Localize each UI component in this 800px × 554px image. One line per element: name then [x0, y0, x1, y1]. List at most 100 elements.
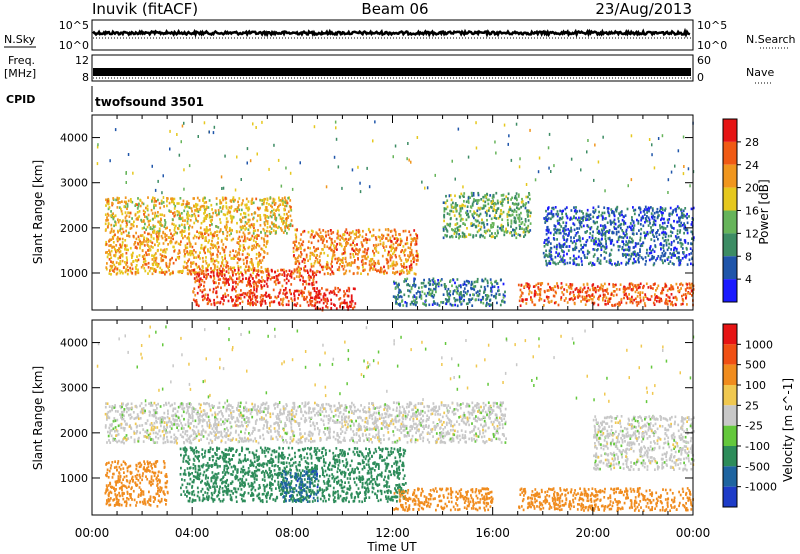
data-cell: [338, 298, 341, 301]
data-cell: [685, 254, 688, 257]
data-cell: [309, 275, 312, 279]
data-cell: [449, 209, 451, 213]
data-cell: [502, 194, 504, 197]
data-cell: [450, 303, 453, 307]
data-cell: [491, 285, 494, 289]
data-cell: [262, 202, 265, 205]
data-cell: [169, 229, 171, 232]
data-cell: [550, 247, 553, 250]
data-cell: [210, 303, 213, 306]
data-cell: [279, 227, 282, 230]
data-cell: [163, 214, 166, 217]
data-cell: [390, 255, 393, 258]
data-cell: [215, 259, 218, 262]
data-cell: [650, 295, 653, 298]
data-cell: [251, 297, 254, 301]
data-cell: [183, 266, 185, 270]
data-cell: [476, 230, 479, 234]
data-cell: [260, 266, 263, 269]
data-cell: [178, 153, 181, 157]
data-cell: [104, 222, 107, 226]
data-cell: [395, 281, 397, 285]
data-cell: [508, 214, 511, 217]
data-cell: [114, 265, 117, 269]
data-cell: [232, 215, 235, 219]
data-cell: [325, 265, 328, 268]
data-cell: [267, 272, 270, 276]
data-cell: [257, 244, 260, 247]
data-cell: [200, 272, 203, 275]
data-cell: [449, 217, 452, 221]
data-cell: [358, 248, 361, 251]
data-cell: [349, 231, 351, 235]
data-cell: [374, 261, 377, 265]
data-cell: [237, 257, 239, 260]
data-cell: [494, 232, 497, 235]
data-cell: [290, 276, 293, 279]
data-cell: [623, 293, 626, 296]
noise-tick-right-bottom: 10^0: [697, 39, 727, 52]
data-cell: [420, 286, 423, 289]
data-cell: [196, 196, 199, 200]
data-cell: [664, 299, 667, 303]
data-cell: [156, 238, 158, 242]
data-cell: [278, 208, 280, 212]
data-cell: [255, 281, 257, 284]
data-cell: [550, 212, 553, 215]
data-cell: [204, 293, 207, 296]
data-cell: [203, 201, 206, 204]
data-cell: [309, 251, 312, 255]
data-cell: [557, 222, 559, 225]
data-cell: [652, 233, 654, 237]
data-cell: [143, 226, 145, 230]
data-cell: [369, 264, 372, 268]
data-cell: [494, 296, 497, 300]
data-cell: [579, 290, 581, 294]
data-cell: [479, 235, 482, 239]
data-cell: [309, 257, 311, 261]
data-cell: [209, 247, 212, 250]
data-cell: [582, 215, 585, 219]
data-cell: [357, 231, 360, 234]
data-cell: [438, 304, 441, 307]
data-cell: [237, 267, 240, 270]
data-cell: [530, 298, 532, 301]
data-cell: [644, 263, 647, 266]
data-cell: [396, 262, 399, 266]
data-cell: [298, 271, 301, 275]
data-cell: [253, 293, 256, 296]
data-cell: [687, 242, 690, 245]
data-cell: [258, 251, 260, 255]
data-cell: [547, 217, 550, 220]
data-cell: [158, 202, 161, 205]
data-cell: [125, 225, 128, 228]
data-cell: [275, 225, 278, 229]
data-cell: [382, 246, 385, 249]
data-cell: [473, 280, 476, 284]
data-cell: [399, 243, 401, 246]
data-cell: [235, 230, 238, 233]
data-cell: [284, 201, 287, 204]
data-cell: [265, 219, 267, 223]
data-cell: [256, 295, 259, 298]
data-cell: [632, 233, 635, 236]
data-cell: [459, 214, 462, 217]
data-cell: [489, 234, 491, 237]
data-cell: [119, 227, 122, 230]
data-cell: [113, 245, 115, 249]
data-cell: [324, 265, 327, 269]
data-cell: [604, 232, 607, 235]
data-cell: [177, 210, 180, 214]
data-cell: [300, 289, 303, 293]
data-cell: [205, 228, 208, 231]
data-cell: [688, 253, 691, 256]
data-cell: [154, 270, 157, 273]
data-cell: [538, 156, 541, 160]
data-cell: [121, 227, 124, 231]
data-cell: [621, 247, 624, 251]
data-cell: [459, 219, 462, 222]
data-cell: [285, 269, 288, 273]
data-cell: [406, 272, 409, 275]
data-cell: [415, 297, 418, 301]
data-cell: [618, 235, 621, 239]
